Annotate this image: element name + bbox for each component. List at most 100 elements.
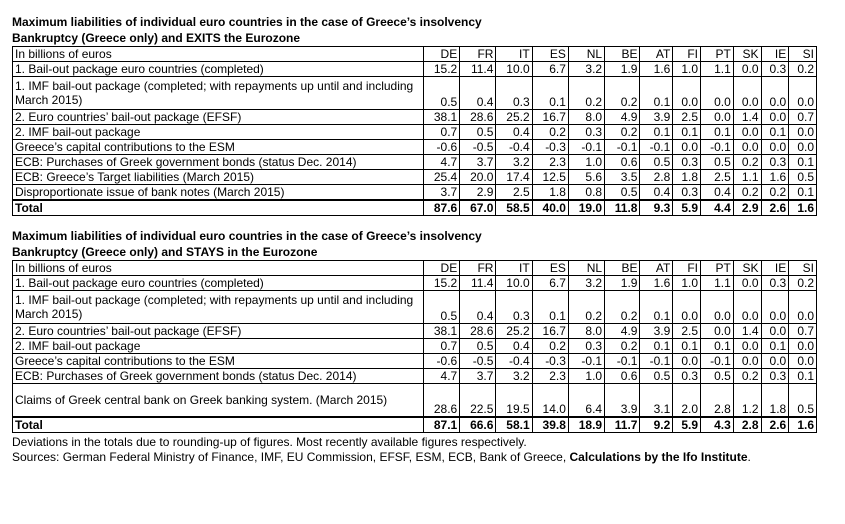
cell-de: 0.7 <box>422 124 461 140</box>
cell-nl: 0.2 <box>567 76 606 110</box>
cell-fi: 1.0 <box>672 275 701 291</box>
cell-nl: -0.1 <box>567 353 606 369</box>
column-header-de: DE <box>422 46 461 62</box>
row-label: 1. Bail-out package euro countries (comp… <box>12 275 424 291</box>
cell-ie: 1.6 <box>760 169 790 185</box>
cell-fi: 2.5 <box>672 109 701 125</box>
column-header-ie: IE <box>760 260 790 276</box>
row-label: Claims of Greek central bank on Greek ba… <box>12 383 424 418</box>
cell-si: 0.2 <box>788 275 817 291</box>
cell-pt: -0.1 <box>700 139 734 155</box>
cell-fi: 0.3 <box>672 184 701 201</box>
cell-at: 0.5 <box>639 368 674 384</box>
row-label: ECB: Greece’s Target liabilities (March … <box>12 169 424 185</box>
footnote-sources: Sources: German Federal Ministry of Fina… <box>12 450 817 465</box>
cell-es: 14.0 <box>531 383 569 418</box>
column-header-fr: FR <box>459 46 497 62</box>
header-row: In billions of euros DE FR IT ES NL BE AT FI PT SK… <box>12 46 817 62</box>
cell-es: 1.8 <box>531 184 569 201</box>
table-row: 1. Bail-out package euro countries (comp… <box>12 61 817 77</box>
row-label: 1. Bail-out package euro countries (comp… <box>12 61 424 77</box>
cell-be: 0.5 <box>604 184 641 201</box>
cell-ie: 0.3 <box>760 275 790 291</box>
cell-si: 0.0 <box>788 338 817 354</box>
cell-at: 3.9 <box>639 109 674 125</box>
cell-nl: 0.3 <box>567 338 606 354</box>
cell-es: 6.7 <box>531 275 569 291</box>
table-row: Greece’s capital contributions to the ES… <box>12 139 817 155</box>
cell-nl: 6.4 <box>567 383 606 418</box>
cell-it: 19.5 <box>495 383 533 418</box>
cell-it: -0.4 <box>495 139 533 155</box>
cell-de: 3.7 <box>422 184 461 201</box>
column-header-be: BE <box>604 260 641 276</box>
total-si: 1.6 <box>788 199 817 216</box>
table-row: ECB: Greece’s Target liabilities (March … <box>12 169 817 185</box>
cell-be: 0.6 <box>604 368 641 384</box>
cell-sk: 0.0 <box>732 124 762 140</box>
total-sk: 2.9 <box>732 199 762 216</box>
cell-ie: 0.0 <box>760 139 790 155</box>
total-pt: 4.3 <box>700 416 734 433</box>
total-be: 11.7 <box>604 416 641 433</box>
total-row: Total 87.6 67.0 58.5 40.0 19.0 11.8 9.3 5.9 4.4 2.… <box>12 199 817 216</box>
cell-sk: 0.2 <box>732 368 762 384</box>
cell-be: -0.1 <box>604 139 641 155</box>
cell-it: 0.3 <box>495 76 533 110</box>
cell-sk: 0.0 <box>732 139 762 155</box>
cell-sk: 0.0 <box>732 76 762 110</box>
cell-fr: 0.4 <box>459 290 497 324</box>
table-row: 2. Euro countries’ bail-out package (EFS… <box>12 323 817 339</box>
cell-it: 0.4 <box>495 338 533 354</box>
cell-fi: 0.3 <box>672 154 701 170</box>
total-nl: 18.9 <box>567 416 606 433</box>
cell-be: -0.1 <box>604 353 641 369</box>
cell-de: -0.6 <box>422 139 461 155</box>
column-header-pt: PT <box>700 46 734 62</box>
cell-es: -0.3 <box>531 353 569 369</box>
total-row: Total 87.1 66.6 58.1 39.8 18.9 11.7 9.2 5.9 4.3 2.… <box>12 416 817 433</box>
cell-fr: 28.6 <box>459 109 497 125</box>
column-header-fr: FR <box>459 260 497 276</box>
total-es: 40.0 <box>531 199 569 216</box>
cell-pt: 2.5 <box>700 169 734 185</box>
cell-at: -0.1 <box>639 139 674 155</box>
cell-fr: 20.0 <box>459 169 497 185</box>
cell-ie: 0.0 <box>760 76 790 110</box>
cell-sk: 1.2 <box>732 383 762 418</box>
cell-si: 0.7 <box>788 323 817 339</box>
total-de: 87.1 <box>422 416 461 433</box>
cell-at: 2.8 <box>639 169 674 185</box>
cell-nl: 3.2 <box>567 61 606 77</box>
cell-nl: 1.0 <box>567 154 606 170</box>
cell-de: 0.7 <box>422 338 461 354</box>
cell-de: 28.6 <box>422 383 461 418</box>
cell-pt: 0.1 <box>700 338 734 354</box>
header-label: In billions of euros <box>12 260 424 276</box>
cell-fi: 0.1 <box>672 338 701 354</box>
cell-it: 3.2 <box>495 368 533 384</box>
sources-text: Sources: German Federal Ministry of Fina… <box>12 450 570 464</box>
cell-at: -0.1 <box>639 353 674 369</box>
cell-nl: 1.0 <box>567 368 606 384</box>
cell-fr: 28.6 <box>459 323 497 339</box>
row-label: Greece’s capital contributions to the ES… <box>12 353 424 369</box>
cell-de: -0.6 <box>422 353 461 369</box>
cell-nl: 0.3 <box>567 124 606 140</box>
cell-fr: 0.4 <box>459 76 497 110</box>
row-label: 2. IMF bail-out package <box>12 338 424 354</box>
cell-be: 3.9 <box>604 383 641 418</box>
cell-fi: 0.0 <box>672 290 701 324</box>
cell-de: 15.2 <box>422 275 461 291</box>
cell-pt: 0.1 <box>700 124 734 140</box>
cell-de: 38.1 <box>422 323 461 339</box>
column-header-fi: FI <box>672 46 701 62</box>
cell-sk: 0.0 <box>732 61 762 77</box>
column-header-at: AT <box>639 46 674 62</box>
cell-si: 0.0 <box>788 76 817 110</box>
row-label: Greece’s capital contributions to the ES… <box>12 139 424 155</box>
cell-nl: 3.2 <box>567 275 606 291</box>
row-label: 2. Euro countries’ bail-out package (EFS… <box>12 323 424 339</box>
total-it: 58.5 <box>495 199 533 216</box>
cell-pt: 1.1 <box>700 61 734 77</box>
